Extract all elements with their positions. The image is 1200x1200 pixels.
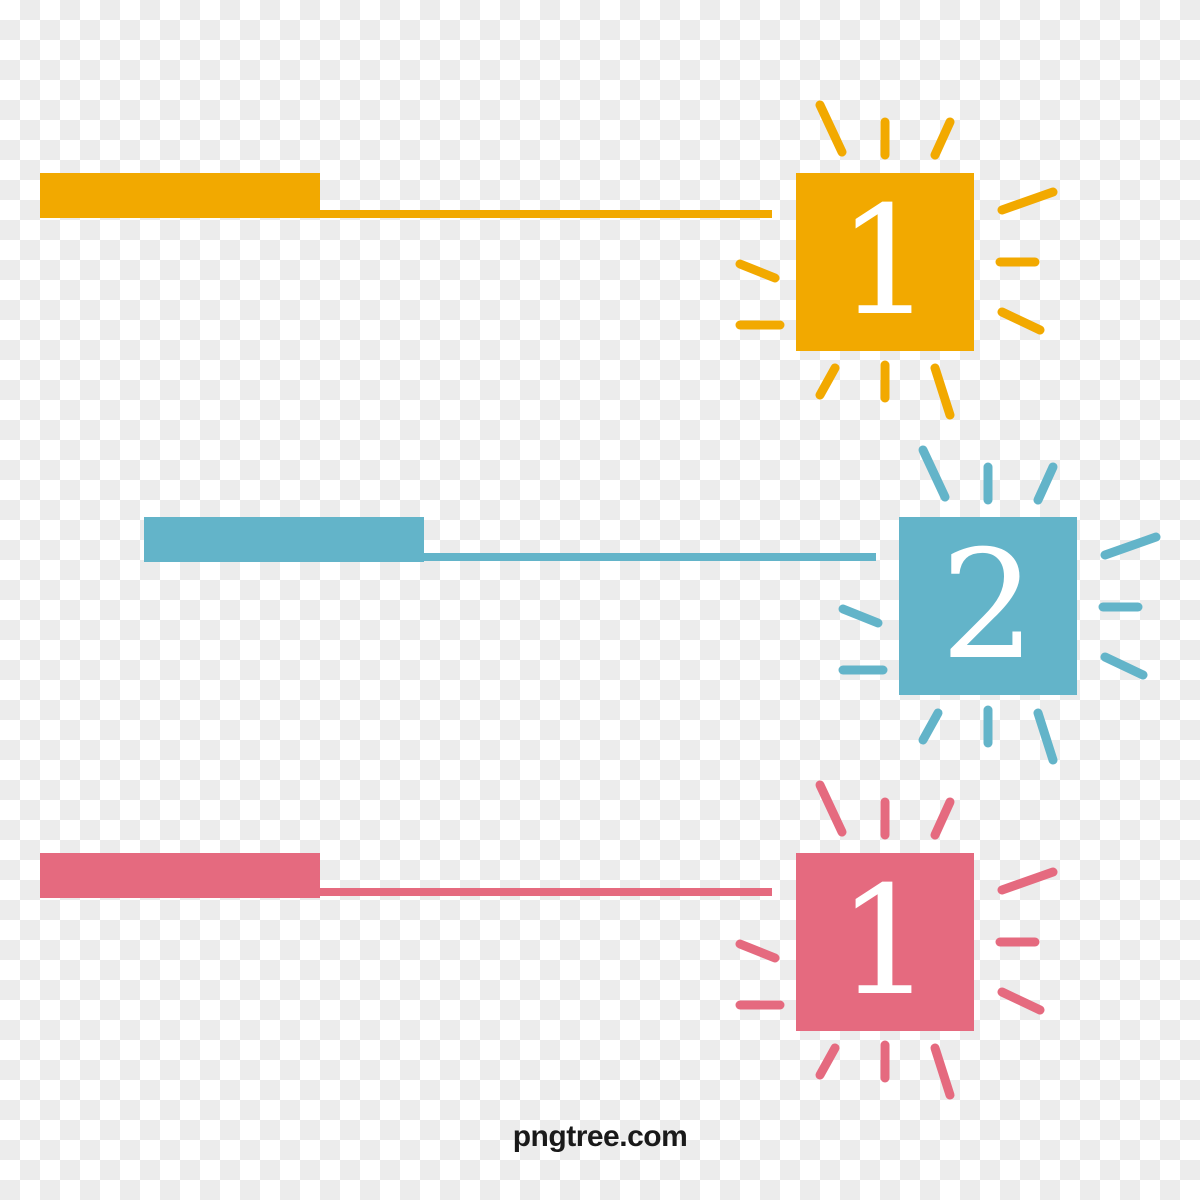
badge-number: 2 [940,519,1036,693]
watermark-text: pngtree.com [512,1120,688,1153]
number-badge: 1 [796,853,974,1031]
sunburst-rays-icon [838,445,1161,765]
numbered-item-1: 1 [0,90,1200,440]
label-bar [40,173,320,218]
number-badge: 2 [899,517,1077,695]
numbered-item-2: 2 [0,435,1200,785]
numbered-item-3: 1 [0,770,1200,1120]
badge-number: 1 [837,855,933,1029]
badge-number: 1 [837,175,933,349]
number-badge: 1 [796,173,974,351]
sunburst-rays-icon [735,780,1058,1100]
connector-line [424,553,876,561]
sunburst-rays-icon [735,100,1058,420]
label-bar [40,853,320,898]
label-bar [144,517,424,562]
connector-line [320,210,772,218]
connector-line [320,888,772,896]
